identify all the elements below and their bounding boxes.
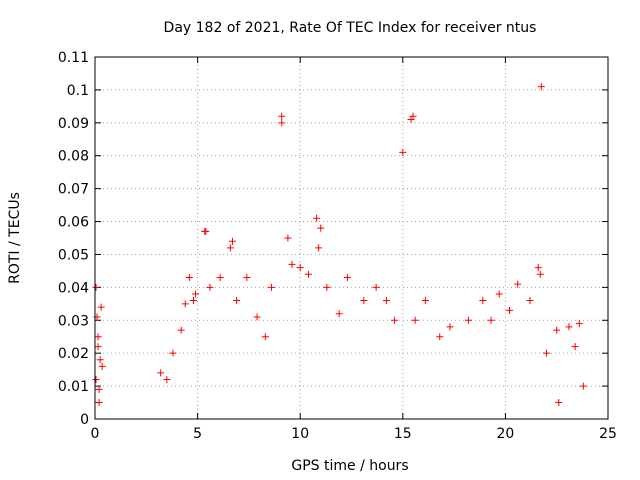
x-tick-label: 25 <box>599 426 617 442</box>
data-point <box>555 399 563 407</box>
data-point <box>206 283 214 291</box>
data-point <box>98 362 106 370</box>
data-point <box>479 297 487 305</box>
data-point <box>514 280 522 288</box>
data-point <box>284 234 292 242</box>
data-point <box>575 320 583 328</box>
x-tick-label: 10 <box>291 426 309 442</box>
data-point <box>92 376 100 384</box>
data-point <box>94 343 102 351</box>
data-point <box>216 273 224 281</box>
chart-title: Day 182 of 2021, Rate Of TEC Index for r… <box>164 20 537 36</box>
y-tick-label: 0.04 <box>58 280 89 296</box>
x-tick-label: 5 <box>193 426 202 442</box>
data-point <box>278 119 286 127</box>
data-point <box>313 214 321 222</box>
y-axis-label: ROTI / TECUs <box>7 192 23 284</box>
data-point <box>192 290 200 298</box>
x-tick-label: 0 <box>91 426 100 442</box>
y-tick-label: 0.09 <box>58 116 89 132</box>
x-tick-label: 20 <box>496 426 514 442</box>
data-point <box>446 323 454 331</box>
data-point <box>534 264 542 272</box>
data-point <box>536 270 544 278</box>
data-point <box>323 283 331 291</box>
y-tick-label: 0 <box>80 412 89 428</box>
data-point <box>95 385 103 393</box>
data-point <box>571 343 579 351</box>
data-point <box>228 237 236 245</box>
y-tick-label: 0.02 <box>58 346 89 362</box>
data-point <box>495 290 503 298</box>
grid <box>95 57 608 419</box>
data-point <box>565 323 573 331</box>
data-point <box>487 316 495 324</box>
y-tick-label: 0.03 <box>58 313 89 329</box>
data-point <box>360 297 368 305</box>
data-point <box>202 227 210 235</box>
data-point <box>181 300 189 308</box>
y-tick-label: 0.08 <box>58 149 89 165</box>
data-point <box>94 333 102 341</box>
data-point <box>391 316 399 324</box>
data-point <box>542 349 550 357</box>
data-point <box>399 148 407 156</box>
data-point <box>267 283 275 291</box>
axis-ticks: 0 5 10 15 20 25 0 0.01 0.02 0.03 0.04 0.05 0.06 0.07 0… <box>58 50 617 442</box>
data-point <box>253 313 261 321</box>
data-point <box>372 283 380 291</box>
data-point <box>226 244 234 252</box>
data-point <box>464 316 472 324</box>
y-tick-label: 0.05 <box>58 247 89 263</box>
data-point <box>169 349 177 357</box>
data-point <box>382 297 390 305</box>
y-tick-label: 0.01 <box>58 379 89 395</box>
data-point <box>436 333 444 341</box>
data-point <box>553 326 561 334</box>
data-point <box>579 382 587 390</box>
data-point <box>315 244 323 252</box>
data-point <box>163 376 171 384</box>
data-point <box>317 224 325 232</box>
data-point <box>95 399 103 407</box>
data-point <box>537 83 545 91</box>
data-point <box>233 297 241 305</box>
y-tick-label: 0.11 <box>58 50 89 66</box>
data-point <box>177 326 185 334</box>
data-point <box>409 112 417 120</box>
data-point <box>189 297 197 305</box>
data-point <box>243 273 251 281</box>
data-point <box>92 283 100 291</box>
data-point <box>335 310 343 318</box>
data-point <box>288 260 296 268</box>
data-point <box>296 264 304 272</box>
plot-frame <box>94 56 609 420</box>
data-point <box>411 316 419 324</box>
data-point <box>185 273 193 281</box>
data-point <box>343 273 351 281</box>
y-tick-label: 0.06 <box>58 215 89 231</box>
data-points <box>92 83 587 407</box>
data-point <box>261 333 269 341</box>
data-point <box>421 297 429 305</box>
x-axis-label: GPS time / hours <box>291 458 408 474</box>
data-point <box>304 270 312 278</box>
y-tick-label: 0.07 <box>58 182 89 198</box>
data-point <box>157 369 165 377</box>
x-tick-label: 15 <box>394 426 412 442</box>
data-point <box>96 356 104 364</box>
data-point <box>278 112 286 120</box>
data-point <box>97 303 105 311</box>
data-point <box>506 306 514 314</box>
data-point <box>526 297 534 305</box>
y-tick-label: 0.1 <box>67 83 89 99</box>
